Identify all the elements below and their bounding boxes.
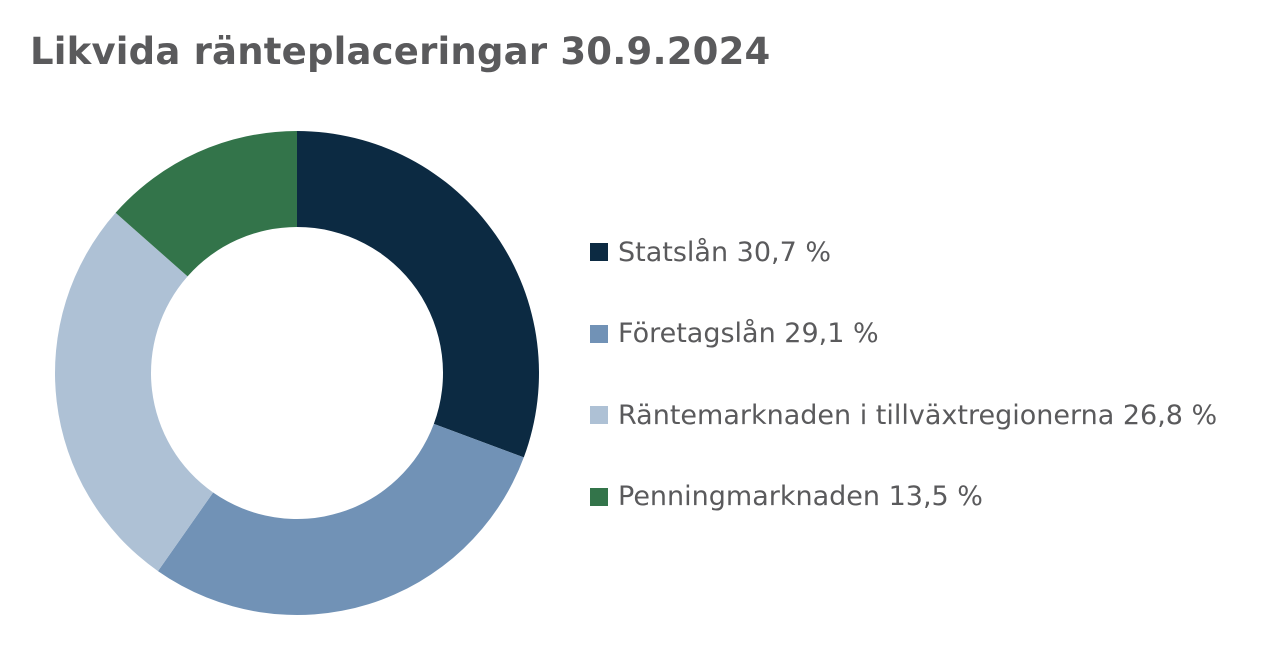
legend-label: Företagslån 29,1 % <box>618 318 879 349</box>
donut-slice-foretagslan <box>157 423 524 615</box>
donut-chart <box>54 131 539 615</box>
legend-label: Penningmarknaden 13,5 % <box>618 481 983 512</box>
chart-legend: Statslån 30,7 % Företagslån 29,1 % Ränte… <box>590 232 1217 558</box>
donut-slice-statslan <box>297 131 539 458</box>
legend-label: Räntemarknaden i tillväxtregionerna 26,8… <box>618 399 1218 431</box>
legend-swatch <box>590 324 608 343</box>
legend-swatch <box>590 487 608 506</box>
legend-swatch <box>590 243 608 261</box>
legend-label: Statslån 30,7 % <box>618 236 832 268</box>
legend-item-rantemarknaden: Räntemarknaden i tillväxtregionerna 26,8… <box>590 395 1217 435</box>
legend-item-statslan: Statslån 30,7 % <box>590 232 1217 272</box>
chart-title: Likvida ränteplaceringar 30.9.2024 <box>30 30 771 73</box>
donut-slice-penningmarknaden <box>115 131 298 277</box>
donut-slice-rantemarknaden <box>54 212 214 572</box>
legend-item-foretagslan: Företagslån 29,1 % <box>590 314 1217 354</box>
legend-item-penningmarknaden: Penningmarknaden 13,5 % <box>590 477 1217 517</box>
legend-swatch <box>590 406 608 424</box>
